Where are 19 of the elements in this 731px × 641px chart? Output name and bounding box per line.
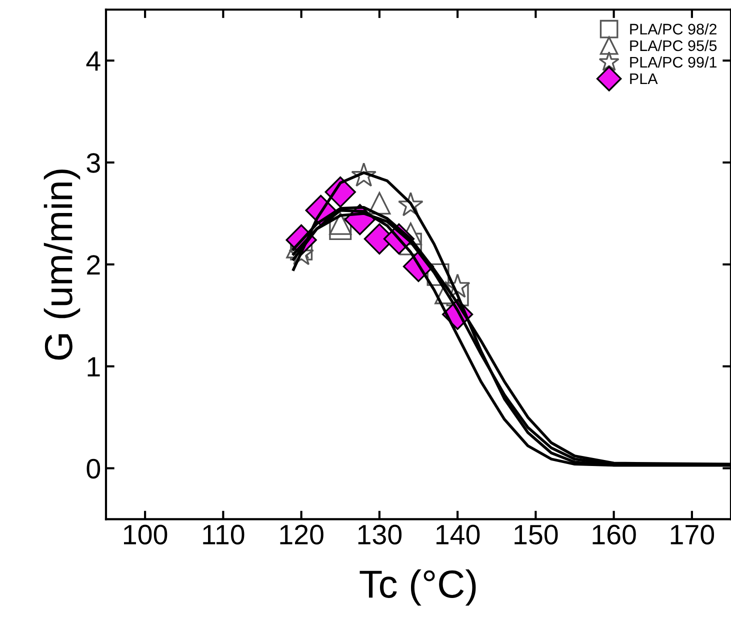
- x-tick-label: 150: [514, 524, 558, 544]
- legend-label: PLA/PC 99/1: [630, 56, 717, 68]
- y-axis-title: G (um/min): [44, 170, 80, 360]
- x-tick-label: 110: [203, 524, 244, 544]
- x-tick-label: 130: [358, 524, 402, 544]
- legend-label: PLA/PC 95/5: [630, 40, 717, 52]
- y-tick-label: 4: [86, 52, 100, 71]
- x-tick-label: 100: [124, 524, 168, 544]
- x-axis-title: Tc (°C): [360, 569, 476, 606]
- y-tick-label: 0: [86, 458, 100, 479]
- x-tick-label: 140: [436, 524, 480, 544]
- y-tick-label: 1: [88, 357, 100, 376]
- x-tick-label: 120: [280, 524, 324, 544]
- legend-label: PLA: [630, 74, 658, 84]
- x-tick-label: 160: [592, 524, 636, 544]
- x-tick-label: 170: [670, 524, 714, 544]
- legend-label: PLA/PC 98/2: [630, 23, 716, 35]
- y-tick-label: 2: [87, 255, 100, 274]
- y-tick-label: 3: [86, 153, 100, 173]
